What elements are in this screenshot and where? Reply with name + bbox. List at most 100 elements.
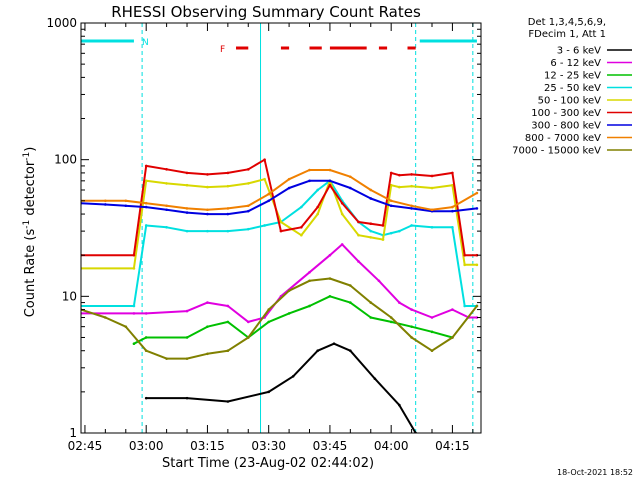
data-point xyxy=(226,320,230,324)
x-tick-label: 04:15 xyxy=(435,439,470,453)
data-point xyxy=(132,304,136,308)
legend-label: 25 - 50 keV xyxy=(544,83,601,94)
series-line-800-7000-kev xyxy=(81,169,478,211)
data-point xyxy=(451,183,454,187)
data-point xyxy=(246,227,250,231)
flag-label-f: F xyxy=(220,45,225,55)
data-point xyxy=(165,182,168,185)
data-point xyxy=(430,225,434,229)
data-point xyxy=(410,207,413,210)
data-point xyxy=(349,175,352,179)
data-point xyxy=(263,224,266,227)
data-point xyxy=(475,263,479,267)
data-point xyxy=(185,396,189,400)
data-point xyxy=(373,377,377,380)
data-point xyxy=(430,208,434,212)
data-point xyxy=(279,220,283,224)
data-point xyxy=(369,188,373,192)
data-point xyxy=(185,357,189,360)
legend-header: Det 1,3,4,5,6,9, xyxy=(528,17,606,28)
data-point xyxy=(263,158,266,161)
data-point xyxy=(165,225,168,229)
data-point xyxy=(246,336,250,339)
legend-header: FDecim 1, Att 1 xyxy=(528,29,606,40)
data-point xyxy=(316,205,319,209)
data-point xyxy=(206,212,209,216)
data-point xyxy=(398,301,401,304)
data-point xyxy=(451,171,454,175)
data-point xyxy=(340,212,344,216)
data-point xyxy=(475,191,479,195)
data-point xyxy=(389,320,393,324)
data-point xyxy=(246,204,250,208)
data-point xyxy=(246,182,250,185)
data-point xyxy=(349,284,352,287)
chart-title: RHESSI Observing Summary Count Rates xyxy=(111,3,421,21)
data-point xyxy=(300,205,303,209)
data-point xyxy=(369,316,373,319)
data-point xyxy=(144,224,148,227)
data-point xyxy=(144,336,148,339)
data-point xyxy=(206,325,209,328)
data-point xyxy=(226,171,230,175)
data-point xyxy=(349,301,352,304)
data-point xyxy=(377,279,381,283)
data-point xyxy=(475,304,479,308)
x-tick-label: 03:00 xyxy=(129,439,164,453)
data-point xyxy=(349,349,352,353)
data-point xyxy=(132,342,136,346)
data-point xyxy=(328,168,332,172)
y-tick-label: 1000 xyxy=(46,16,77,30)
y-axis-label: Count Rate (s-1 detector-1) xyxy=(22,147,38,318)
data-point xyxy=(398,185,401,189)
data-point xyxy=(389,231,393,235)
plot-area xyxy=(81,23,479,433)
data-point xyxy=(144,396,148,400)
legend-label: 6 - 12 keV xyxy=(550,58,601,69)
data-point xyxy=(451,336,454,339)
data-point xyxy=(389,204,393,208)
data-point xyxy=(389,316,393,319)
data-point xyxy=(475,316,479,319)
data-point xyxy=(226,207,230,210)
data-point xyxy=(267,192,270,196)
data-point xyxy=(316,349,319,353)
legend-label: 50 - 100 keV xyxy=(538,96,602,107)
data-point xyxy=(144,179,148,183)
series-line-6-12-kev xyxy=(81,243,477,323)
data-point xyxy=(206,208,209,212)
data-point xyxy=(369,197,373,200)
data-point xyxy=(144,201,148,205)
data-point xyxy=(430,316,434,319)
x-tick-label: 03:45 xyxy=(313,439,348,453)
data-point xyxy=(267,390,270,394)
data-point xyxy=(410,308,413,311)
data-point xyxy=(389,171,393,175)
data-point xyxy=(357,233,360,237)
data-point xyxy=(463,304,466,308)
legend-label: 7000 - 15000 keV xyxy=(512,146,601,157)
data-point xyxy=(291,374,295,378)
data-point xyxy=(226,349,230,353)
data-point xyxy=(369,236,373,239)
data-point xyxy=(410,336,413,339)
data-point xyxy=(475,207,479,210)
data-point xyxy=(165,168,168,171)
data-point xyxy=(132,312,136,315)
data-point xyxy=(287,177,291,181)
x-axis-label: Start Time (23-Aug-02 02:44:02) xyxy=(162,456,374,471)
data-point xyxy=(206,301,209,304)
data-point xyxy=(463,263,466,267)
data-point xyxy=(206,185,209,189)
data-point xyxy=(430,349,434,353)
series-line-7000-15000-kev xyxy=(81,277,478,360)
data-point xyxy=(328,183,332,187)
data-point xyxy=(381,224,385,227)
data-point xyxy=(430,174,434,178)
data-point xyxy=(246,209,250,213)
data-point xyxy=(104,199,107,203)
data-point xyxy=(308,279,311,283)
data-point xyxy=(206,173,209,176)
data-point xyxy=(475,253,479,257)
legend-label: 800 - 7000 keV xyxy=(525,133,601,144)
